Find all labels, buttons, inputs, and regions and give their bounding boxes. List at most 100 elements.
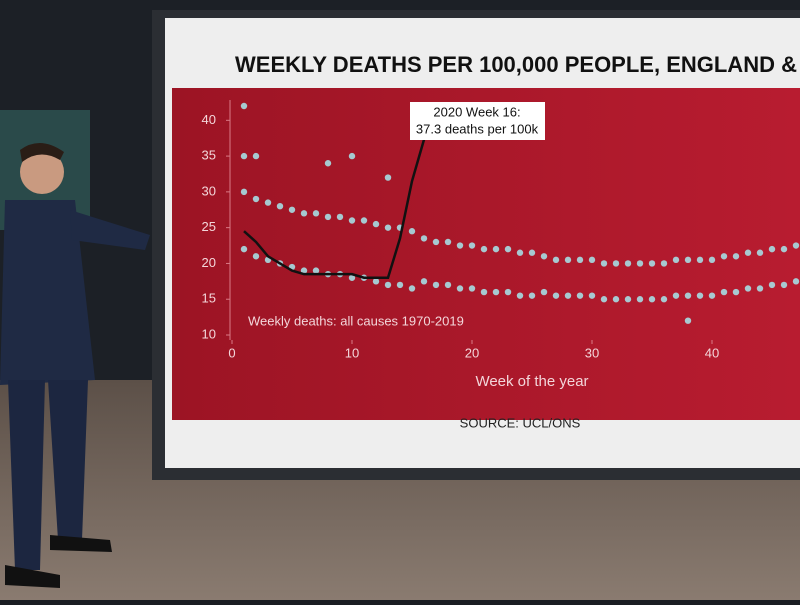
scatter-point [768,281,776,289]
scatter-point [660,296,668,303]
scatter-point [240,102,248,110]
scatter-point [744,285,752,292]
scatter-point [252,195,260,203]
scatter-point [516,292,524,299]
scatter-point [444,281,452,289]
annotation: 2020 Week 16: [433,104,520,119]
scatter-point [348,217,356,224]
scatter-point [384,224,392,231]
scatter-point [456,242,464,249]
y-tick-label: 25 [202,219,216,234]
scatter-point [768,245,776,253]
scatter-point [492,245,500,253]
scatter-point [684,256,692,264]
scatter-point [576,256,584,264]
scatter-point [696,292,704,299]
x-tick-label: 40 [705,345,719,360]
scatter-point [432,281,440,289]
scatter-point [648,260,656,267]
scatter-point [444,238,452,246]
scatter-point [552,292,560,299]
scatter-point [240,188,248,196]
scatter-point [420,235,428,242]
scatter-point [480,288,488,296]
scatter-point [300,210,308,217]
scatter-point [756,249,764,256]
x-tick-label: 10 [345,345,359,360]
scatter-point [540,253,548,260]
scatter-point [252,253,260,260]
y-tick-label: 30 [202,183,216,198]
x-tick-label: 0 [228,345,235,360]
scatter-point [780,245,788,253]
scatter-point [684,292,692,299]
scatter-point [240,152,248,160]
line-2020 [243,139,426,279]
scatter-point [792,242,800,249]
scatter-point [720,288,728,296]
scatter-point [432,238,440,246]
scatter-point [372,220,380,228]
x-tick-label: 20 [465,345,479,360]
scatter-point [480,245,488,253]
y-tick-label: 15 [202,291,216,306]
scatter-point [744,249,752,256]
scatter-point [600,260,608,267]
scatter-point [516,249,524,256]
plot: 10 15 20 25 30 35 40 0 10 20 30 40 Week of the year W… [202,102,800,390]
scatter-point [648,296,656,303]
scatter-point [384,281,392,289]
scatter-point [612,260,620,267]
chart-panel [172,88,800,420]
scatter-point [468,242,476,249]
chart-title: WEEKLY DEATHS PER 100,000 PEOPLE, ENGLAN… [235,52,800,77]
scatter-point [672,256,680,264]
scatter-point [276,202,284,210]
scatter-point [564,256,572,264]
scatter-point [300,267,308,274]
scatter-point [732,288,740,296]
scatter-point [504,288,512,296]
scatter-point [348,274,356,281]
scatter-point [312,267,320,274]
scatter-point [408,228,416,235]
scatter-point [624,296,632,303]
scatter-point [636,260,644,267]
scatter-point [612,296,620,303]
scatter-point [324,213,332,221]
y-tick-label: 35 [202,148,216,163]
presenter [0,142,150,588]
x-axis-label: Week of the year [475,373,588,390]
scatter-point [528,292,536,299]
scatter-point [600,296,608,303]
scatter-point [324,160,332,167]
x-tick-label: 30 [585,345,599,360]
scatter-point [504,245,512,253]
scatter-point [624,260,632,267]
scatter-point [456,285,464,292]
scatter-point [492,288,500,296]
scatter-point [372,278,380,285]
scatter-point [240,245,248,253]
scatter-point [708,292,716,299]
scatter-point [408,285,416,292]
scatter-point [552,256,560,264]
scatter-point [576,292,584,299]
scatter-point [264,199,272,206]
scatter-point [732,253,740,260]
scatter-point [288,206,296,213]
scatter-point [252,152,260,160]
scatter-point [636,296,644,303]
scatter-point [348,152,356,160]
scatter-point [396,281,404,289]
y-tick-label: 20 [202,255,216,270]
scatter-point [336,213,344,221]
source: SOURCE: UCL/ONS [460,415,581,430]
scatter-point [312,210,320,217]
scatter-point [756,285,764,292]
scatter-label: Weekly deaths: all causes 1970-2019 [248,313,464,328]
scatter-point [384,174,392,181]
annotation-box [410,102,545,140]
